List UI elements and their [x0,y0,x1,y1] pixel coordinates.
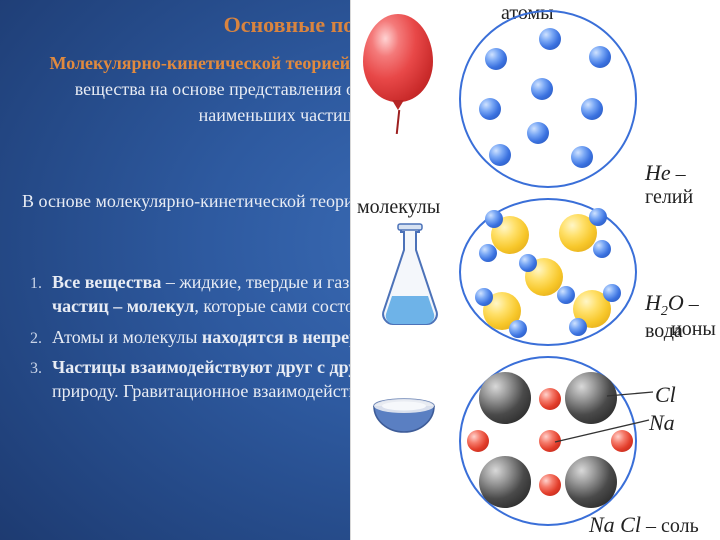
label-ions: ионы [671,318,716,341]
balloon-icon [363,14,433,112]
h2o-sub: 2 [661,304,668,319]
molecules-ring [459,198,637,346]
bowl-icon [371,398,437,434]
label-nacl: Na Cl – соль [589,512,699,538]
nacl-formula: Na Cl [589,512,641,537]
ions-ring [459,356,637,526]
p2-txt-a: Атомы и молекулы [52,327,202,347]
subtitle-highlight: Молекулярно-кинетической теорией [49,53,350,73]
label-na: Na [649,410,675,436]
flask-icon [379,222,441,332]
label-molecules: молекулы [357,196,440,219]
atoms-ring [459,10,637,188]
h2o-h: H [645,290,661,315]
label-he: He – гелий [645,160,720,209]
he-formula: He [645,160,671,185]
label-cl: Cl [655,382,676,408]
p3-bold-a: Частицы взаимодействуют друг с другом [52,357,386,377]
nacl-text: – соль [641,515,699,537]
h2o-o: O [668,290,684,315]
p1-bold-a: Все вещества [52,272,161,292]
diagram-panel: атомы He – гелий молекулы [350,0,720,540]
